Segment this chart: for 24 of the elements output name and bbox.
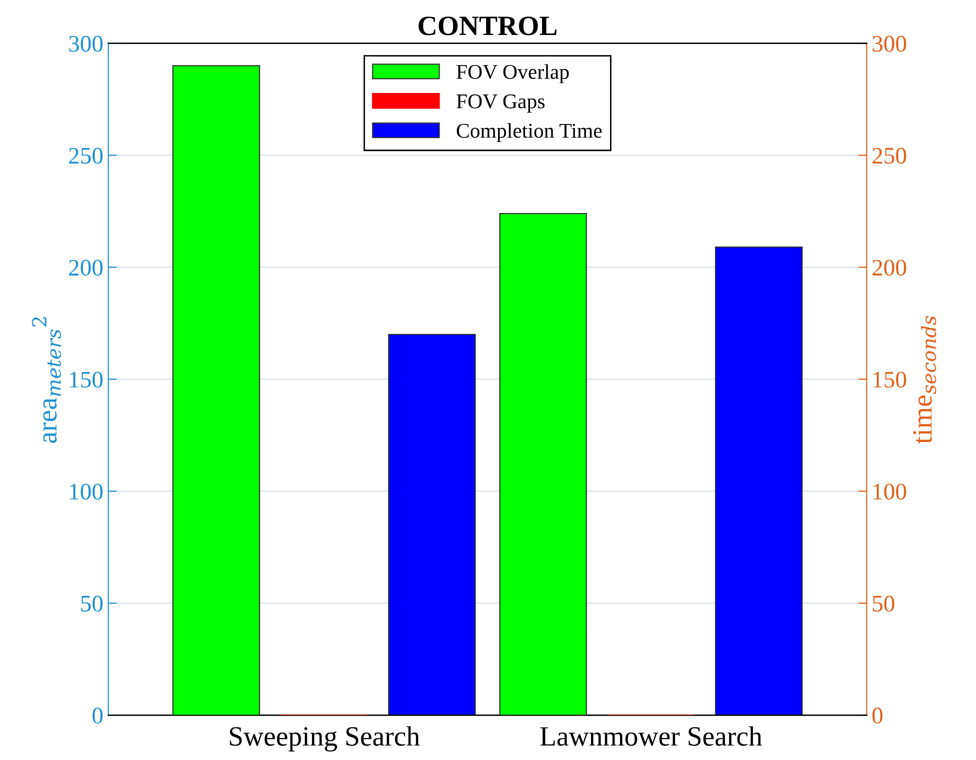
y2-tick-label: 100 bbox=[874, 484, 906, 500]
bar bbox=[172, 65, 260, 716]
chart-title: CONTROL bbox=[418, 16, 557, 36]
legend-label: FOV Gaps bbox=[456, 94, 545, 113]
y-tick-label: 200 bbox=[69, 260, 103, 276]
x-tick-label: Sweeping Search bbox=[230, 726, 420, 752]
x-tick-label: Lawnmower Search bbox=[540, 726, 762, 746]
bar bbox=[499, 212, 587, 716]
y2-tick-label: 250 bbox=[872, 148, 906, 164]
y2-tick-label: 300 bbox=[872, 36, 906, 52]
y-tick-label: 0 bbox=[92, 708, 103, 724]
legend-label: Completion Time bbox=[456, 123, 602, 142]
y-axis-title: area$_{meters}$$^{2}$ bbox=[32, 317, 61, 443]
y-tick-label: 300 bbox=[69, 36, 103, 52]
y2-tick-label: 0 bbox=[872, 708, 882, 724]
y-tick-label: 50 bbox=[81, 596, 103, 612]
y2-tick-label: 200 bbox=[872, 260, 906, 276]
y-tick-label: 250 bbox=[69, 148, 103, 164]
y-tick-label: 150 bbox=[70, 372, 103, 388]
y-tick-label: 100 bbox=[70, 484, 103, 500]
y2-axis-title: time$_{seconds}$ bbox=[913, 316, 936, 444]
legend-label: FOV Overlap bbox=[456, 64, 569, 84]
y2-tick-label: 150 bbox=[874, 372, 906, 388]
y2-tick-label: 50 bbox=[872, 596, 894, 612]
